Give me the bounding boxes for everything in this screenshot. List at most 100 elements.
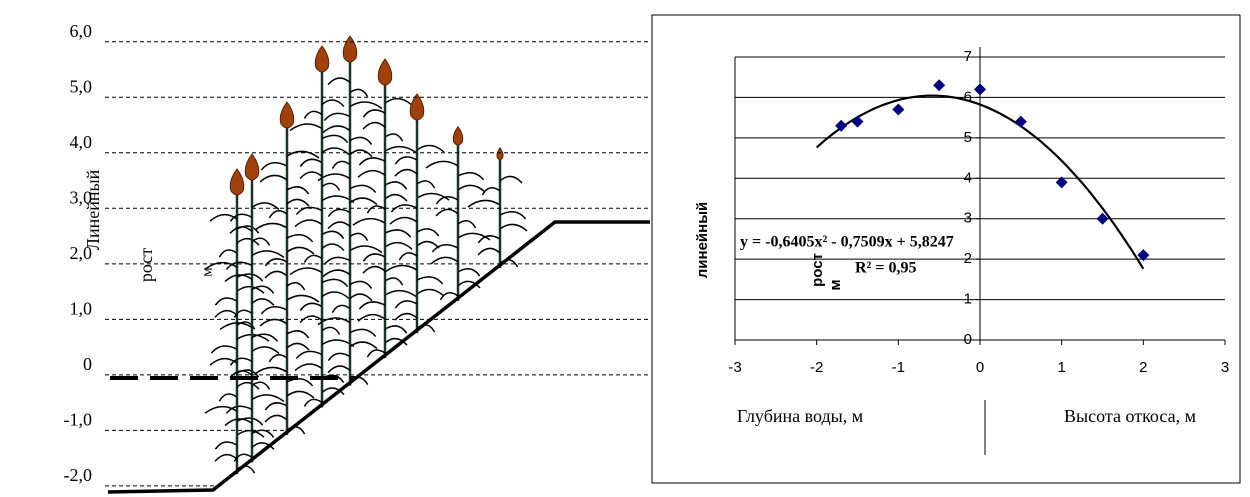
leaf <box>394 300 418 309</box>
leaf <box>286 282 306 291</box>
leaf <box>349 149 373 158</box>
leaf <box>499 223 528 232</box>
leaf <box>236 369 260 378</box>
leaf <box>398 252 418 261</box>
leaf <box>416 240 440 249</box>
y-tick-label: 1 <box>964 291 972 308</box>
leaf <box>214 297 238 306</box>
leaf <box>499 175 523 184</box>
x-tick-label: -2 <box>810 359 823 376</box>
y-label: м <box>199 267 215 277</box>
trendline <box>815 94 1145 270</box>
x-tick-label: 2 <box>1139 359 1147 376</box>
leaf <box>264 270 288 279</box>
leaf <box>251 333 279 342</box>
leaf <box>225 405 253 414</box>
leaf <box>254 366 288 375</box>
leaf <box>286 378 314 387</box>
y-label: м <box>827 279 844 290</box>
leaf <box>321 339 355 348</box>
y-tick-label: 5,0 <box>70 76 93 96</box>
leaf <box>295 206 323 216</box>
leaf <box>214 441 238 450</box>
leaf <box>251 429 275 438</box>
leaf <box>358 157 386 166</box>
leaf <box>260 162 288 171</box>
leaf <box>251 394 285 403</box>
leaf <box>268 354 288 363</box>
leaf <box>439 291 459 301</box>
leaf <box>209 213 238 222</box>
leaf <box>286 198 310 207</box>
leaf <box>233 453 253 462</box>
leaf <box>259 318 288 327</box>
leaf <box>204 405 238 414</box>
leaf <box>236 225 260 234</box>
leaf <box>366 205 386 214</box>
leaf <box>323 256 351 266</box>
leaf <box>431 243 459 253</box>
data-point <box>1137 249 1150 262</box>
x-tick-label: -3 <box>728 359 741 376</box>
trend-equation: y = -0,6405x² - 0,7509x + 5,8247 <box>740 234 954 251</box>
spike <box>314 45 330 73</box>
leaf <box>416 192 450 201</box>
leaf <box>384 264 418 273</box>
spike <box>452 125 464 146</box>
leaf <box>321 230 345 239</box>
data-point <box>1096 212 1109 225</box>
leaf <box>457 219 477 229</box>
y-tick-label: 5 <box>964 129 972 146</box>
leaf <box>357 169 386 178</box>
leaf <box>236 321 256 330</box>
leaf <box>236 381 260 390</box>
leaf <box>349 184 377 194</box>
leaf <box>349 280 373 290</box>
data-point <box>851 115 864 128</box>
leaf <box>321 243 345 252</box>
leaf <box>210 345 238 354</box>
plants-illustration <box>204 35 528 475</box>
leaf <box>457 171 485 181</box>
r-squared: R² = 0,95 <box>855 260 916 277</box>
leaf <box>224 274 253 282</box>
leaf <box>416 276 444 285</box>
y-label: линейный <box>694 202 711 278</box>
x-label: Высота откоса, м <box>1064 406 1196 426</box>
leaf <box>264 414 288 423</box>
leaf <box>327 77 351 86</box>
spike <box>229 168 245 196</box>
leaf <box>299 171 323 180</box>
leaf <box>481 187 501 196</box>
data-point <box>933 79 946 92</box>
leaf <box>349 197 378 206</box>
leaf <box>299 302 323 311</box>
leaf <box>384 325 408 334</box>
spike <box>409 93 425 121</box>
leaf <box>349 232 369 241</box>
leaf <box>321 195 355 204</box>
x-tick-label: -1 <box>892 359 905 376</box>
leaf <box>477 235 501 244</box>
leaf <box>384 193 408 202</box>
leaf <box>390 204 418 213</box>
leaf <box>286 150 320 159</box>
bank-slope <box>107 220 650 494</box>
leaf <box>295 350 323 360</box>
leaf <box>384 133 404 142</box>
leaf <box>260 306 288 315</box>
leaf <box>218 393 238 402</box>
leaf <box>362 121 386 130</box>
leaf <box>477 247 501 256</box>
leaf <box>430 256 459 265</box>
leaf <box>286 294 320 303</box>
leaf <box>289 267 323 276</box>
leaf <box>229 226 253 234</box>
leaf <box>327 365 351 374</box>
leaf <box>331 160 351 169</box>
leaf <box>229 357 253 366</box>
leaf <box>349 293 373 302</box>
leaf <box>286 390 315 399</box>
leaf <box>457 184 486 193</box>
x-label: Глубина воды, м <box>737 406 863 426</box>
